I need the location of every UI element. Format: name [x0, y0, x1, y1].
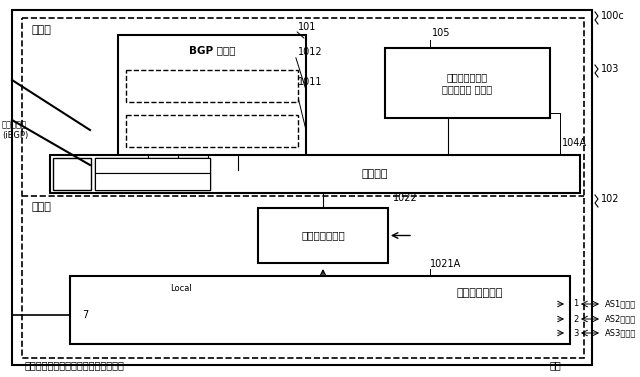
Text: AS2ルータ: AS2ルータ — [605, 314, 636, 323]
Bar — [50, 155, 580, 193]
Text: 101: 101 — [298, 22, 316, 32]
Text: 制御部: 制御部 — [32, 25, 52, 35]
Bar — [53, 158, 91, 190]
Text: パケット処理部: パケット処理部 — [457, 288, 503, 298]
Text: lookup: lookup — [327, 279, 355, 288]
Bar — [95, 173, 210, 190]
Text: eth1: eth1 — [143, 176, 161, 185]
Bar — [70, 276, 570, 344]
Text: eth1-1: eth1-1 — [102, 162, 125, 169]
Text: 制御装置へ
(iBGP): 制御装置へ (iBGP) — [2, 120, 28, 140]
Text: 1021A: 1021A — [430, 259, 461, 269]
Text: 103: 103 — [601, 64, 620, 74]
Text: Local: Local — [170, 284, 192, 293]
Bar — [22, 18, 584, 358]
Text: 102: 102 — [601, 194, 620, 204]
Bar — [95, 158, 210, 173]
Text: 第1BGP処理部: 第1BGP処理部 — [189, 127, 235, 135]
Bar — [126, 115, 298, 147]
Text: 1: 1 — [573, 299, 579, 308]
Text: 第2BGP処理部: 第2BGP処理部 — [189, 81, 235, 90]
Text: 内側（オープンフローネットワーク）: 内側（オープンフローネットワーク） — [25, 360, 125, 370]
Text: AS1ルータ: AS1ルータ — [605, 299, 636, 308]
Text: 7: 7 — [82, 310, 88, 320]
Text: 3: 3 — [573, 328, 579, 337]
Text: 1012: 1012 — [298, 47, 323, 57]
Text: 転送部: 転送部 — [32, 202, 52, 212]
Text: 外側: 外側 — [549, 360, 561, 370]
Text: AS3ルータ: AS3ルータ — [605, 328, 636, 337]
Text: 2: 2 — [573, 314, 579, 323]
Text: 1022: 1022 — [393, 193, 418, 203]
Text: 105: 105 — [432, 28, 451, 38]
Text: カーネル: カーネル — [362, 169, 388, 179]
Bar — [258, 208, 388, 263]
Text: 100c: 100c — [601, 11, 625, 21]
Text: eth1-3: eth1-3 — [179, 162, 202, 169]
Bar — [95, 158, 210, 190]
Bar — [118, 35, 306, 170]
Text: フローテーブル: フローテーブル — [301, 230, 345, 241]
Text: eth1-2: eth1-2 — [141, 162, 163, 169]
Text: BGP 処理部: BGP 処理部 — [189, 45, 236, 55]
Text: オープンフロー
プロトコル 処理部: オープンフロー プロトコル 処理部 — [442, 72, 493, 94]
Text: 1011: 1011 — [298, 77, 323, 87]
Bar — [385, 48, 550, 118]
Text: 104A: 104A — [562, 138, 587, 148]
Text: eth0: eth0 — [63, 170, 81, 178]
Bar — [126, 70, 298, 102]
